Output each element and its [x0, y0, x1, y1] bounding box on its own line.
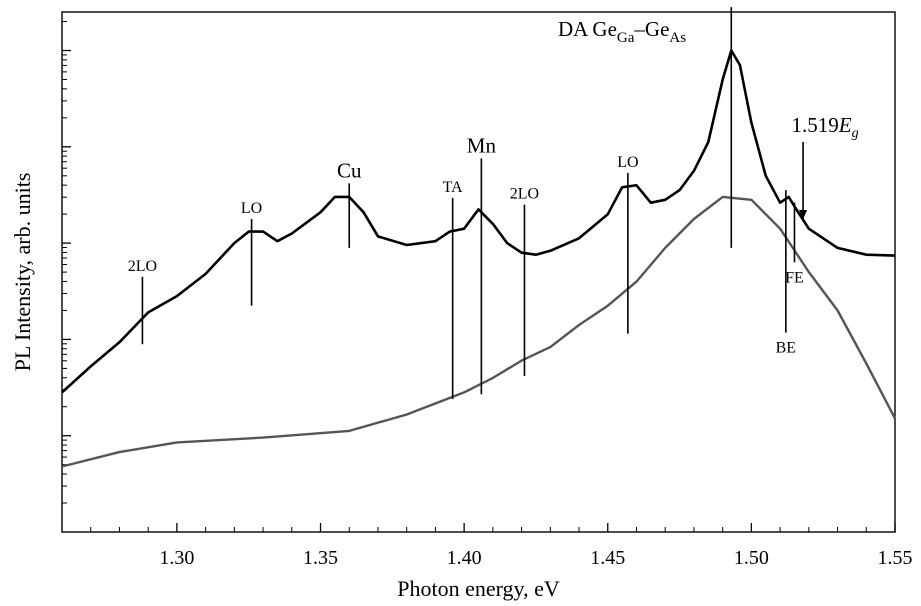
series-line-2	[61, 195, 897, 468]
annotation-label: 2LO	[510, 186, 539, 203]
annotation-label: LO	[241, 200, 262, 217]
x-tick-label: 1.45	[590, 547, 625, 569]
x-tick-label: 1.40	[447, 547, 482, 569]
peak-label-text: DA Ge	[558, 17, 617, 41]
annotation-label: 1.519Eg	[792, 113, 859, 141]
series-line-1	[61, 49, 896, 394]
annotation-label: LO	[617, 154, 638, 171]
peak-label-subscript: As	[669, 30, 686, 46]
annotation-label: FE	[785, 269, 804, 286]
annotation-label: TA	[443, 179, 463, 196]
annotation-sub: E	[838, 113, 852, 137]
x-axis-label: Photon energy, eV	[397, 576, 560, 601]
y-axis-label: PL Intensity, arb. units	[10, 173, 35, 372]
peak-label: DA GeGa–GeAs	[558, 17, 686, 46]
annotation-label: Cu	[337, 158, 362, 182]
peak-label-text: –Ge	[633, 17, 669, 41]
x-tick-label: 1.35	[303, 547, 338, 569]
annotation-label: BE	[776, 340, 796, 357]
plot-frame	[61, 11, 896, 533]
x-tick-label: 1.30	[159, 547, 194, 569]
x-tick-label: 1.55	[878, 547, 913, 569]
peak-label-subscript: Ga	[617, 30, 635, 46]
annotation-arrow	[799, 210, 808, 220]
annotation-label: 2LO	[128, 258, 157, 275]
annotation-sub: g	[852, 126, 859, 141]
x-tick-label: 1.50	[734, 547, 769, 569]
annotation-label: Mn	[467, 133, 497, 157]
